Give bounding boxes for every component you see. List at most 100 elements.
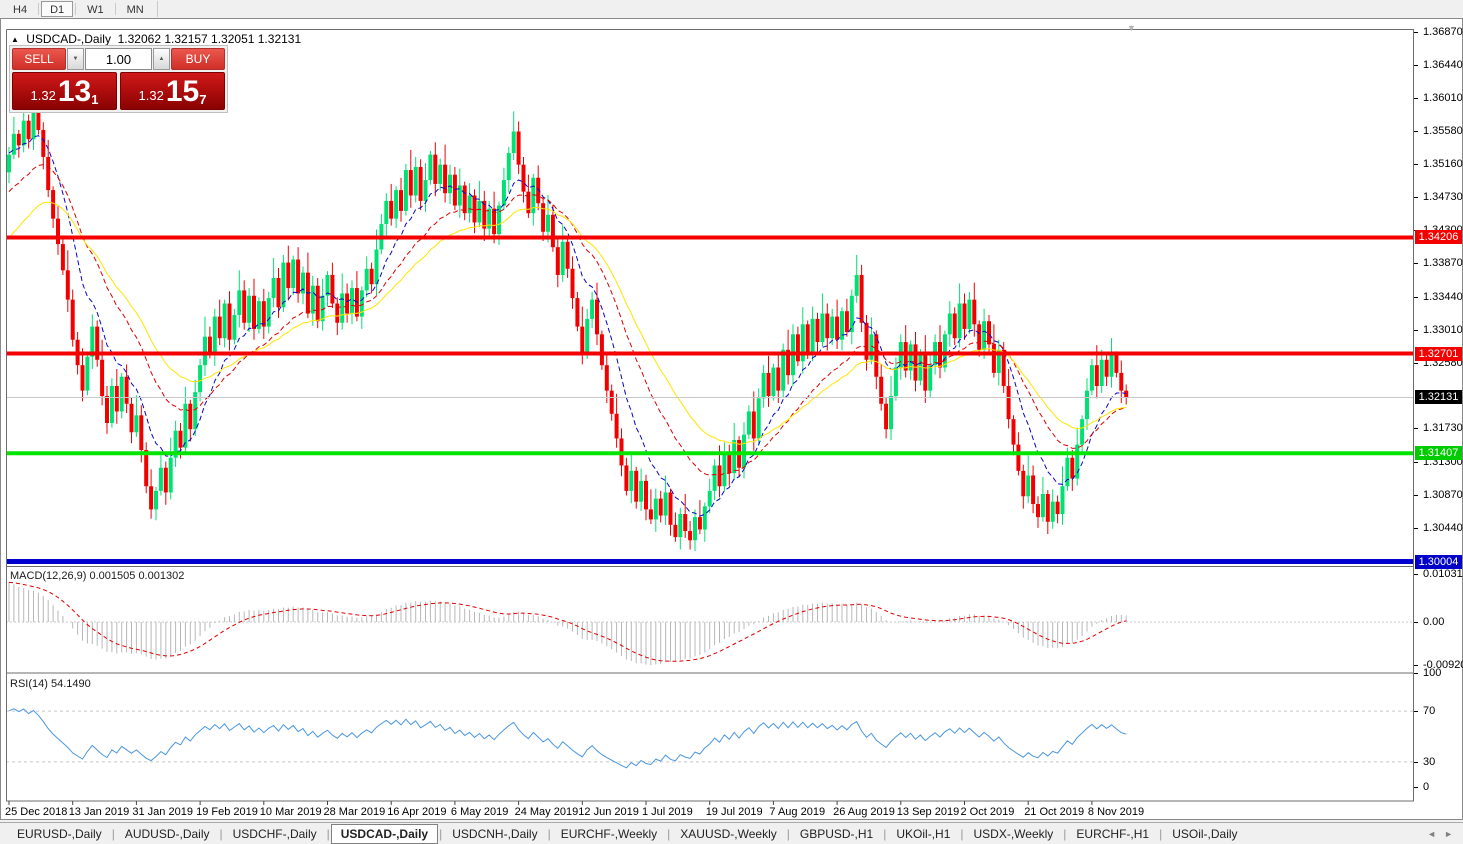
tab-separator: | <box>786 826 790 841</box>
ask-price-pip: 7 <box>199 92 207 107</box>
date-axis-label: 7 Aug 2019 <box>769 806 826 818</box>
bid-price-pip: 1 <box>91 92 99 107</box>
tab-separator: | <box>960 826 964 841</box>
price-axis-tick <box>1414 363 1418 364</box>
date-axis-label: 13 Jan 2019 <box>68 806 130 818</box>
tab-usdcnh-daily[interactable]: USDCNH-,Daily <box>452 826 538 841</box>
timeframe-button-w1[interactable]: W1 <box>87 4 104 16</box>
tab-usdchf-daily[interactable]: USDCHF-,Daily <box>232 826 317 841</box>
date-axis-label: 21 Oct 2019 <box>1024 806 1085 818</box>
rsi-axis-tick <box>1414 762 1418 763</box>
tab-eurchf-weekly[interactable]: EURCHF-,Weekly <box>560 826 658 841</box>
tab-scroll-right[interactable]: ► <box>1444 828 1453 839</box>
price-axis-label: 1.35580 <box>1423 125 1463 137</box>
macd-axis-tick <box>1414 665 1418 666</box>
date-axis-label: 6 May 2019 <box>450 806 509 818</box>
price-axis-label: 1.36440 <box>1423 59 1463 71</box>
date-axis-label: 19 Jul 2019 <box>705 806 763 818</box>
toolbar-separator <box>156 1 158 17</box>
macd-axis-tick <box>1414 574 1418 575</box>
price-axis-tick <box>1414 65 1418 66</box>
price-axis-tick <box>1414 164 1418 165</box>
price-axis-label: 1.33440 <box>1423 291 1463 303</box>
price-axis-label: 1.30870 <box>1423 489 1463 501</box>
chart-tab-bar: EURUSD-,Daily | AUDUSD-,Daily | USDCHF-,Dail… <box>0 822 1463 844</box>
tab-separator: | <box>326 826 330 841</box>
volume-decrease-button[interactable]: ▼ <box>67 48 84 70</box>
price-axis-tick <box>1414 32 1418 33</box>
date-axis-label: 12 Jun 2019 <box>578 806 639 818</box>
buy-button[interactable]: BUY <box>171 48 225 70</box>
tab-gbpusd-h1[interactable]: GBPUSD-,H1 <box>799 826 874 841</box>
tab-separator: | <box>219 826 223 841</box>
date-axis-label: 16 Apr 2019 <box>387 806 447 818</box>
tab-audusd-daily[interactable]: AUDUSD-,Daily <box>124 826 210 841</box>
price-axis-tick <box>1414 98 1418 99</box>
date-axis-label: 10 Mar 2019 <box>259 806 322 818</box>
macd-indicator-label: MACD(12,26,9) 0.001505 0.001302 <box>10 570 185 582</box>
volume-increase-button[interactable]: ▲ <box>153 48 170 70</box>
rsi-axis-label: 100 <box>1423 667 1442 679</box>
tab-usoil-daily[interactable]: USOil-,Daily <box>1172 826 1238 841</box>
ask-price-main: 15 <box>165 75 200 108</box>
date-axis-label: 31 Jan 2019 <box>132 806 193 818</box>
price-axis-tick <box>1414 197 1418 198</box>
price-axis-tick <box>1414 462 1418 463</box>
price-axis-label: 1.31730 <box>1423 422 1463 434</box>
date-axis-label: 28 Mar 2019 <box>323 806 386 818</box>
price-line-tag: 1.31407 <box>1415 446 1462 460</box>
rsi-axis-label: 0 <box>1423 781 1430 793</box>
date-axis-label: 2 Oct 2019 <box>960 806 1015 818</box>
chart-symbol-label: USDCAD-,Daily <box>26 32 111 46</box>
main-chart-canvas[interactable] <box>6 29 1414 805</box>
timeframe-button-d1[interactable]: D1 <box>41 1 74 17</box>
tab-eurchf-h1[interactable]: EURCHF-,H1 <box>1076 826 1150 841</box>
price-axis-label: 1.36870 <box>1423 26 1463 38</box>
tab-xauusd-weekly[interactable]: XAUUSD-,Weekly <box>680 826 777 841</box>
macd-axis-label: 0.010311 <box>1423 568 1463 580</box>
tab-eurusd-daily[interactable]: EURUSD-,Daily <box>17 826 102 841</box>
price-axis-tick <box>1414 330 1418 331</box>
price-line-tag: 1.34206 <box>1415 230 1462 244</box>
tab-separator: | <box>667 826 671 841</box>
rsi-indicator-label: RSI(14) 54.1490 <box>10 678 91 690</box>
ask-price-box[interactable]: 1.32 15 7 <box>120 72 225 110</box>
tab-separator: | <box>1159 826 1163 841</box>
collapse-triangle-icon[interactable]: ▲ <box>11 35 19 44</box>
rsi-axis-tick <box>1414 673 1418 674</box>
tab-scroll-left[interactable]: ◄ <box>1427 828 1437 839</box>
price-axis-tick <box>1414 263 1418 264</box>
price-axis-tick <box>1414 131 1418 132</box>
toolbar-separator <box>75 3 77 15</box>
date-axis[interactable]: 25 Dec 2018 13 Jan 2019 31 Jan 2019 19 Feb … <box>1 806 1414 820</box>
tab-separator: | <box>547 826 551 841</box>
date-axis-label: 13 Sep 2019 <box>896 806 960 818</box>
price-line-tag: 1.30004 <box>1415 555 1462 569</box>
date-axis-label: 8 Nov 2019 <box>1087 806 1145 818</box>
rsi-axis-tick <box>1414 787 1418 788</box>
timeframe-button-h4[interactable]: H4 <box>13 4 28 16</box>
price-axis-tick <box>1414 495 1418 496</box>
price-axis-label: 1.33010 <box>1423 324 1463 336</box>
timeframe-button-mn[interactable]: MN <box>126 4 144 16</box>
chart-shift-marker-icon[interactable]: ▼ <box>1127 23 1136 33</box>
date-axis-label: 24 May 2019 <box>514 806 579 818</box>
price-axis-tick <box>1414 528 1418 529</box>
price-line-tag: 1.32131 <box>1415 390 1462 404</box>
bid-price-box[interactable]: 1.32 13 1 <box>12 72 117 110</box>
sell-button[interactable]: SELL <box>12 48 66 70</box>
price-axis[interactable]: 1.36870 1.36440 1.36010 1.35580 1.35160 1.347… <box>1414 19 1463 801</box>
tab-ukoil-h1[interactable]: UKOil-,H1 <box>896 826 951 841</box>
price-axis-tick <box>1414 297 1418 298</box>
price-line-tag: 1.32701 <box>1415 347 1462 361</box>
tab-separator: | <box>111 826 115 841</box>
macd-axis-label: 0.00 <box>1423 616 1445 628</box>
price-axis-label: 1.30440 <box>1423 522 1463 534</box>
macd-axis-tick <box>1414 622 1418 623</box>
tab-usdcad-daily[interactable]: USDCAD-,Daily <box>330 823 439 844</box>
tab-usdx-weekly[interactable]: USDX-,Weekly <box>973 826 1054 841</box>
timeframe-toolbar: H4 D1 W1 MN <box>0 0 1463 18</box>
ask-price-prefix: 1.32 <box>138 88 164 103</box>
price-axis-label: 1.36010 <box>1423 92 1463 104</box>
volume-input[interactable] <box>85 48 152 70</box>
